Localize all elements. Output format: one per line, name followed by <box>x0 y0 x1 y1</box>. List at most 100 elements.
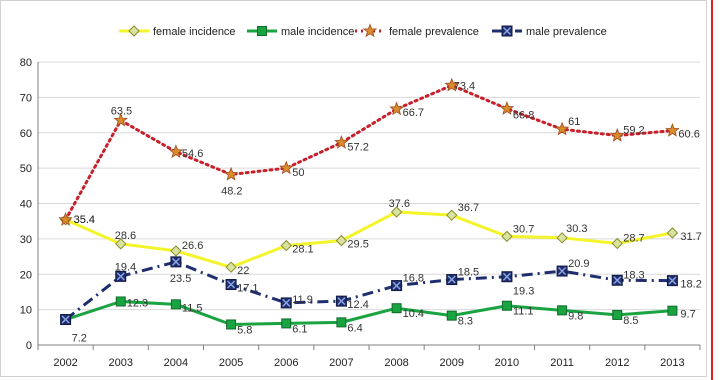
series-point <box>335 234 348 247</box>
y-tick-label: 60 <box>20 128 32 140</box>
x-tick-label: 2009 <box>440 357 464 369</box>
series-point <box>113 112 128 127</box>
series-point <box>667 305 678 316</box>
data-label: 6.4 <box>347 322 362 334</box>
x-tick-label: 2010 <box>495 357 519 369</box>
data-label: 35.4 <box>74 214 95 226</box>
data-label-layer: 35.4 28.6 26.6 22 28.1 29.5 37.6 36.7 30.7 30.3 28… <box>72 80 702 344</box>
legend-entry: female incidence <box>119 25 236 38</box>
marker-cross <box>337 297 346 306</box>
series-point <box>611 237 623 250</box>
legend-label: female incidence <box>153 26 236 38</box>
data-label: 16.8 <box>403 273 424 285</box>
data-label: 11.1 <box>513 306 534 318</box>
series-point <box>279 160 294 175</box>
legend-entry: female prevalence <box>355 23 479 38</box>
data-label: 9.8 <box>568 310 583 322</box>
y-tick-label: 20 <box>20 269 32 281</box>
legend-label: male prevalence <box>526 26 607 38</box>
marker-cross <box>227 280 236 289</box>
series-layer <box>58 77 680 330</box>
data-label: 60.6 <box>678 129 699 141</box>
legend-marker <box>257 26 267 36</box>
data-label: 18.3 <box>623 269 644 281</box>
series-point <box>115 270 127 282</box>
data-label: 18.2 <box>680 279 701 291</box>
series-line <box>65 299 673 326</box>
data-label: 59.2 <box>623 125 644 137</box>
data-label: 36.7 <box>458 202 479 214</box>
marker-cross <box>558 267 567 276</box>
data-label: 66.8 <box>513 110 534 122</box>
data-label: 28.7 <box>623 232 644 244</box>
series-point <box>226 319 237 330</box>
data-label: 18.5 <box>458 267 479 279</box>
data-label: 35.4 <box>74 214 95 226</box>
marker-cross <box>392 281 401 290</box>
marker-cross <box>503 27 511 35</box>
data-label: 11.9 <box>292 294 313 306</box>
legend: female incidence male incidence female pre… <box>119 23 607 38</box>
series-point <box>665 123 680 137</box>
marker-cross <box>61 315 70 324</box>
series-line <box>64 260 673 321</box>
series-point <box>280 297 292 309</box>
series-point <box>225 279 237 291</box>
data-label: 7.2 <box>72 333 87 345</box>
data-label: 66.7 <box>403 107 424 119</box>
series-point <box>612 309 623 320</box>
y-tick-label: 80 <box>20 57 32 69</box>
x-tick-label: 2005 <box>219 357 243 369</box>
y-tick-label: 40 <box>20 199 32 211</box>
series-point <box>610 127 625 142</box>
data-label: 8.5 <box>623 315 638 327</box>
data-label: 28.6 <box>115 230 136 242</box>
series-point <box>115 238 127 250</box>
data-label: 20.9 <box>568 258 589 270</box>
series-point <box>334 135 349 149</box>
marker-cross <box>668 276 677 285</box>
series-point <box>223 166 239 181</box>
series-point <box>554 121 570 136</box>
data-label: 29.5 <box>347 239 368 251</box>
data-label: 30.3 <box>566 223 587 235</box>
marker-cross <box>282 298 291 307</box>
series-point <box>499 101 515 115</box>
series-point <box>391 280 403 292</box>
series-point <box>391 303 402 314</box>
x-tick-label: 2003 <box>109 357 133 369</box>
series-point <box>170 299 181 310</box>
data-label: 19.3 <box>513 286 534 298</box>
x-tick-label: 2013 <box>660 357 684 369</box>
series-line <box>64 210 673 269</box>
series-point <box>501 300 512 311</box>
series-point <box>170 245 182 257</box>
series-point <box>446 209 458 221</box>
series-point <box>501 230 513 243</box>
data-label: 9.7 <box>680 309 695 321</box>
marker-cross <box>116 272 125 281</box>
data-label: 61 <box>568 116 580 128</box>
marker-cross <box>502 272 511 281</box>
data-label: 23.5 <box>170 273 191 285</box>
marker-cross <box>447 275 456 284</box>
data-label: 28.1 <box>292 244 313 256</box>
legend-label: female prevalence <box>389 26 479 38</box>
legend-marker <box>128 25 140 37</box>
series-point <box>446 310 457 321</box>
series-point <box>444 77 459 92</box>
data-label: 19.4 <box>115 261 136 273</box>
data-label: 22 <box>237 265 249 277</box>
series-point <box>556 265 568 277</box>
data-label: 48.2 <box>221 185 242 197</box>
y-tick-label: 0 <box>26 340 32 352</box>
series-point <box>335 295 347 307</box>
data-label: 50 <box>292 167 304 179</box>
data-label: 17.1 <box>237 283 258 295</box>
legend-marker <box>362 23 378 38</box>
data-label: 31.7 <box>680 231 701 243</box>
data-label: 30.7 <box>513 223 534 235</box>
y-tick-label: 50 <box>20 163 32 175</box>
